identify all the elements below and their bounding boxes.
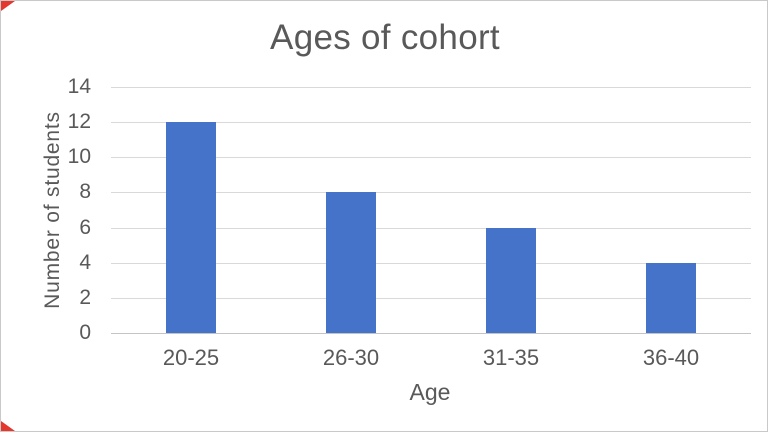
gridline bbox=[111, 262, 751, 264]
y-tick-label: 10 bbox=[67, 145, 91, 169]
x-tick-label: 26-30 bbox=[322, 345, 380, 370]
bar-20-25 bbox=[166, 122, 216, 333]
red-corner-marker-top-left bbox=[1, 1, 15, 11]
y-tick-label: 0 bbox=[79, 321, 91, 344]
y-tick-label: 14 bbox=[67, 75, 91, 98]
y-tick-label: 4 bbox=[79, 250, 91, 274]
y-axis-title: Number of students bbox=[41, 111, 64, 309]
gridline bbox=[111, 192, 751, 194]
gridline bbox=[111, 297, 751, 299]
x-axis-title: Age bbox=[409, 379, 451, 405]
bar-31-35 bbox=[486, 227, 536, 333]
red-corner-marker-bottom-left bbox=[1, 421, 15, 431]
plot-area bbox=[111, 87, 751, 334]
x-tick-label: 20-25 bbox=[162, 345, 220, 370]
gridline bbox=[111, 122, 751, 124]
x-tick-label: 31-35 bbox=[482, 345, 540, 370]
y-tick-label: 6 bbox=[79, 215, 91, 239]
bar-36-40 bbox=[646, 262, 696, 333]
bar-26-30 bbox=[326, 192, 376, 333]
x-axis-line bbox=[111, 333, 751, 334]
gridline bbox=[111, 87, 751, 88]
chart-title: Ages of cohort bbox=[270, 18, 500, 57]
y-tick-label: 2 bbox=[79, 285, 91, 309]
y-tick-label: 8 bbox=[79, 180, 91, 204]
gridline bbox=[111, 227, 751, 229]
y-tick-label: 12 bbox=[67, 110, 91, 134]
x-tick-label: 36-40 bbox=[642, 345, 700, 370]
gridline bbox=[111, 157, 751, 159]
